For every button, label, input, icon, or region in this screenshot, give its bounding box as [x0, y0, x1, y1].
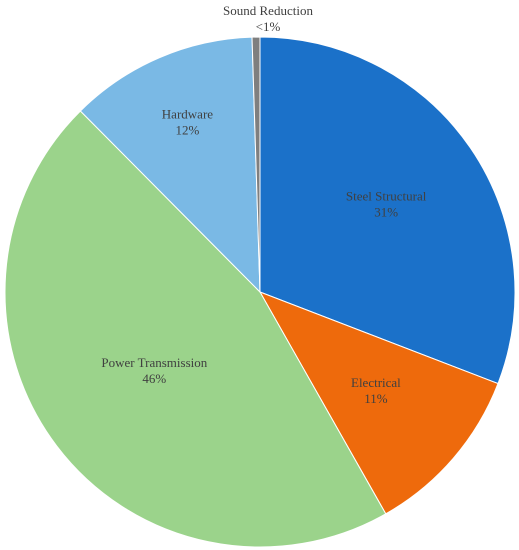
slice-label: Electrical — [351, 375, 401, 390]
pie-slice — [4, 110, 387, 548]
pie-slice — [251, 36, 261, 293]
pie-slice — [259, 36, 516, 385]
slice-label: Power Transmission — [101, 355, 207, 370]
slice-value-label: <1% — [256, 19, 281, 34]
slice-value-label: 46% — [142, 371, 166, 386]
slice-label: Hardware — [162, 106, 213, 121]
slice-label: Steel Structural — [346, 188, 427, 203]
slice-value-label: 12% — [176, 122, 200, 137]
pie-slice — [79, 36, 261, 294]
slice-value-label: 31% — [374, 204, 398, 219]
pie-slice — [258, 291, 499, 515]
slice-label: Sound Reduction — [223, 3, 313, 18]
slice-value-label: 11% — [364, 391, 388, 406]
